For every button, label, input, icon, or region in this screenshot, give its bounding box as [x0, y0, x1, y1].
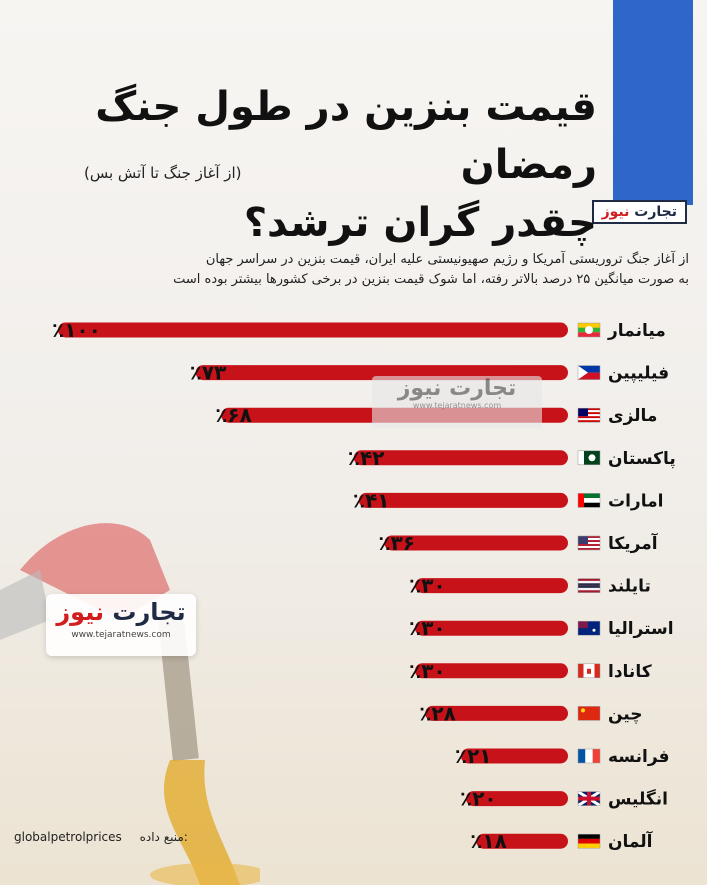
value-label-myanmar: ٪۱۰۰ — [52, 318, 101, 342]
country-label-australia: استرالیا — [608, 619, 674, 639]
brand-badge: تجارت نیوز — [591, 200, 687, 224]
brand-badge-b: نیوز — [601, 204, 630, 220]
country-label-canada: کانادا — [608, 662, 652, 682]
country-label-china: چین — [608, 704, 643, 724]
value-label-china: ٪۲۸ — [419, 701, 456, 725]
watermark-name: تجارت نیوز — [397, 376, 517, 401]
country-label-uk: انگلیس — [608, 789, 668, 810]
value-label-france: ٪۲۱ — [455, 744, 492, 768]
intro-line-2: به صورت میانگین ۲۵ درصد بالاتر رفته، اما… — [173, 272, 689, 287]
flag-icon-australia — [577, 620, 601, 636]
brand-stripe — [613, 0, 693, 205]
country-label-philippines: فیلیپین — [608, 364, 669, 384]
country-label-usa: آمریکا — [608, 532, 659, 554]
value-label-philippines: ٪۷۳ — [190, 361, 227, 385]
flag-icon-uae — [577, 493, 601, 508]
flag-icon-philippines — [577, 365, 601, 380]
country-label-pakistan: پاکستان — [608, 449, 676, 469]
bar-uae — [358, 492, 568, 508]
source-value: globalpetrolprices — [14, 830, 122, 844]
bar-germany — [476, 833, 568, 849]
value-label-usa: ٪۳۶ — [378, 531, 415, 555]
watermark-url: www.tejaratnews.com — [412, 401, 502, 410]
intro-line-1: از آغاز جنگ تروریستی آمریکا و رژیم صهیون… — [205, 252, 689, 267]
country-label-germany: آلمان — [608, 830, 654, 852]
bar-china — [425, 705, 568, 721]
flag-icon-usa — [577, 535, 601, 551]
value-label-germany: ٪۱۸ — [470, 829, 507, 853]
flag-icon-malaysia — [577, 407, 601, 423]
country-label-malaysia: مالزی — [608, 406, 657, 426]
flag-icon-pakistan — [577, 450, 601, 466]
country-label-thailand: تایلند — [608, 577, 651, 597]
value-label-australia: ٪۳۰ — [409, 616, 446, 640]
flag-icon-france — [577, 748, 601, 764]
bar-france — [460, 748, 568, 764]
value-label-uk: ٪۲۰ — [460, 787, 497, 811]
subtitle: (از آغاز جنگ تا آتش بس) — [84, 164, 242, 182]
brand-badge-a: تجارت — [634, 204, 677, 220]
value-label-malaysia: ٪۶۸ — [215, 403, 252, 427]
source-note: globalpetrolprices منبع داده: — [14, 830, 188, 844]
country-label-myanmar: میانمار — [607, 321, 666, 341]
title-line-1: قیمت بنزین در طول جنگ رمضان — [95, 84, 597, 188]
bar-myanmar — [58, 322, 568, 338]
logo-text-b: نیوز — [56, 598, 105, 626]
source-label: منبع داده: — [139, 830, 188, 844]
intro-text: از آغاز جنگ تروریستی آمریکا و رژیم صهیون… — [0, 250, 689, 290]
value-label-pakistan: ٪۴۲ — [348, 446, 385, 470]
bar-usa — [384, 535, 568, 551]
bar-thailand — [415, 578, 568, 594]
logo-url: www.tejaratnews.com — [71, 630, 171, 640]
bar-canada — [415, 663, 568, 679]
flag-icon-germany — [577, 833, 601, 849]
watermark: تجارت نیوز www.tejaratnews.com — [372, 376, 542, 428]
value-label-canada: ٪۳۰ — [409, 659, 446, 683]
country-label-france: فرانسه — [608, 747, 670, 767]
flag-icon-myanmar — [577, 322, 601, 338]
title-line-2: چقدر گران ترشد؟ — [243, 200, 597, 246]
bar-pakistan — [353, 450, 568, 466]
bar-uk — [466, 791, 568, 807]
brand-logo: تجارت نیوز www.tejaratnews.com — [46, 594, 196, 656]
flag-icon-thailand — [577, 578, 601, 593]
value-label-thailand: ٪۳۰ — [409, 574, 446, 598]
value-label-uae: ٪۴۱ — [353, 488, 390, 512]
flag-icon-canada — [577, 663, 601, 679]
page-title: قیمت بنزین در طول جنگ رمضان چقدر گران تر… — [57, 78, 597, 252]
bar-australia — [415, 620, 568, 636]
logo-text-a: تجارت — [112, 598, 186, 626]
flag-icon-china — [577, 706, 601, 721]
country-label-uae: امارات — [608, 491, 663, 511]
flag-icon-uk — [577, 790, 601, 807]
